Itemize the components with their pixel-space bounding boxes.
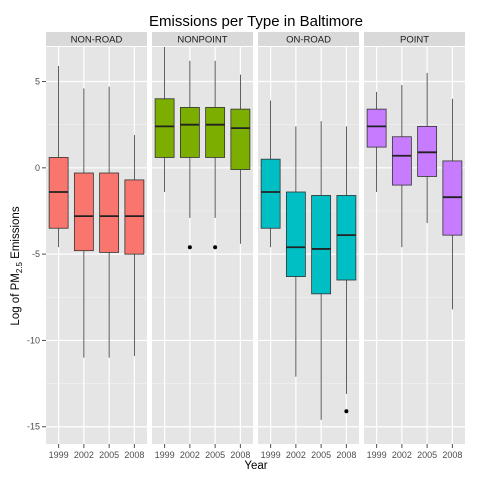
x-axis-title: Year: [244, 460, 267, 472]
box: [366, 108, 387, 148]
y-axis: 5 0 -5 -10 -15: [27, 77, 46, 432]
x-tick-label: 2008: [336, 450, 356, 460]
boxplot-1999: [154, 47, 175, 192]
boxplot-2005: [205, 60, 226, 250]
panels: NON-ROAD 1999 2002 2005 2008 NONPOINT 1999 2002…: [46, 32, 465, 460]
outlier-point: [213, 245, 218, 250]
facet-panel-nonpoint: NONPOINT 1999 2002 2005 2008: [152, 32, 253, 460]
x-tick-label: 2002: [74, 450, 94, 460]
box: [205, 107, 226, 158]
box: [285, 191, 306, 277]
box: [99, 172, 120, 253]
x-tick-label: 2005: [311, 450, 331, 460]
box: [336, 195, 357, 281]
x-tick-label: 2005: [205, 450, 225, 460]
facet-strip: [46, 32, 147, 46]
x-tick-label: 1999: [261, 450, 281, 460]
facet-panel-non-road: NON-ROAD 1999 2002 2005 2008: [46, 32, 147, 460]
box: [154, 98, 175, 158]
chart-title: Emissions per Type in Baltimore: [149, 13, 363, 30]
x-tick-label: 2008: [124, 450, 144, 460]
boxplot-2008: [124, 135, 145, 356]
outlier-point: [344, 409, 349, 414]
box: [311, 195, 332, 295]
boxplot-2002: [73, 88, 94, 358]
y-tick-label: -5: [32, 249, 40, 259]
y-axis-title-subscript: 2.5: [15, 261, 24, 273]
y-axis-title-prefix: Log of PM: [10, 273, 22, 325]
x-tick-label: 2002: [286, 450, 306, 460]
boxplot-2005: [99, 86, 120, 358]
outlier-point: [187, 245, 192, 250]
x-tick-label: 2008: [230, 450, 250, 460]
y-tick-label: -10: [27, 335, 40, 345]
boxplot-2008: [442, 98, 463, 310]
facet-panel-point: POINT 1999 2002 2005 2008: [364, 32, 465, 460]
box: [391, 136, 412, 186]
x-tick-label: 2005: [99, 450, 119, 460]
boxplot-1999: [366, 91, 387, 192]
x-tick-label: 1999: [367, 450, 387, 460]
facet-strip: [152, 32, 253, 46]
y-tick-label: -15: [27, 422, 40, 432]
facet-strip: [258, 32, 359, 46]
facet-strip-label: NONPOINT: [177, 35, 227, 46]
box: [179, 107, 200, 158]
boxplot-2008: [230, 74, 251, 244]
y-axis-title-suffix: Emissions: [10, 206, 22, 262]
x-tick-label: 2002: [392, 450, 412, 460]
boxplot-2002: [391, 84, 412, 248]
facet-strip: [364, 32, 465, 46]
boxplot-2008: [336, 126, 357, 414]
panel-background: [364, 47, 465, 444]
boxplot-1999: [48, 65, 69, 248]
y-tick-label: 5: [35, 77, 40, 87]
box: [260, 158, 281, 229]
boxplot-2005: [417, 72, 438, 224]
facet-strip-label: NON-ROAD: [71, 35, 123, 46]
boxplot-2002: [285, 126, 306, 377]
x-tick-label: 2005: [417, 450, 437, 460]
facet-panel-on-road: ON-ROAD 1999 2002 2005 2008: [258, 32, 359, 460]
facet-strip-label: POINT: [400, 35, 429, 46]
box: [73, 172, 94, 252]
x-tick-label: 2008: [442, 450, 462, 460]
x-tick-label: 1999: [49, 450, 69, 460]
boxplot-2002: [179, 60, 200, 250]
boxplot-1999: [260, 100, 281, 248]
box: [230, 108, 251, 170]
y-axis-title: Log of PM2.5 Emissions: [10, 206, 24, 325]
facet-strip-label: ON-ROAD: [286, 35, 331, 46]
x-tick-label: 1999: [155, 450, 175, 460]
y-tick-label: 0: [35, 163, 40, 173]
boxplot-2005: [311, 121, 332, 420]
x-tick-label: 2002: [180, 450, 200, 460]
